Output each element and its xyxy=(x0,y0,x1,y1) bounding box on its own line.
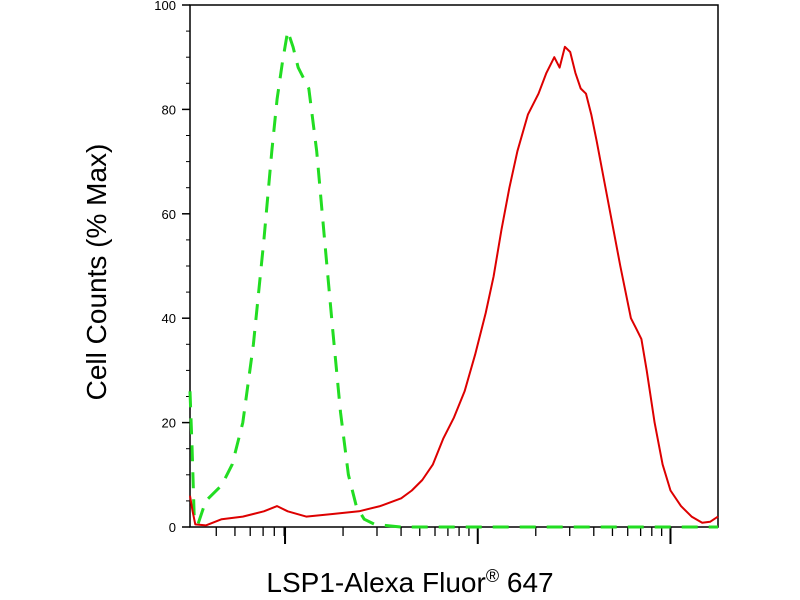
y-tick-label: 40 xyxy=(162,311,176,326)
y-tick-label: 80 xyxy=(162,102,176,117)
y-tick-label: 20 xyxy=(162,416,176,431)
y-tick-label: 60 xyxy=(162,207,176,222)
control-series-line xyxy=(188,29,718,529)
series-layer xyxy=(188,29,719,529)
y-tick-label: 0 xyxy=(169,520,176,535)
x-axis-title: LSP1-Alexa Fluor® 647 xyxy=(266,566,553,598)
x-axis-title-main: LSP1-Alexa Fluor xyxy=(266,567,485,598)
lsp1-series-line xyxy=(189,45,719,527)
x-axis-title-suffix: 647 xyxy=(499,567,554,598)
x-axis-title-registered-mark: ® xyxy=(486,566,499,586)
y-axis-ticks: 0 20 40 60 80 100 xyxy=(154,0,190,535)
plot-area: 0 20 40 60 80 100 xyxy=(154,0,719,544)
plot-frame xyxy=(189,4,719,528)
y-axis-title: Cell Counts (% Max) xyxy=(81,144,112,401)
x-axis-ticks xyxy=(215,527,672,544)
y-tick-label: 100 xyxy=(154,0,176,13)
